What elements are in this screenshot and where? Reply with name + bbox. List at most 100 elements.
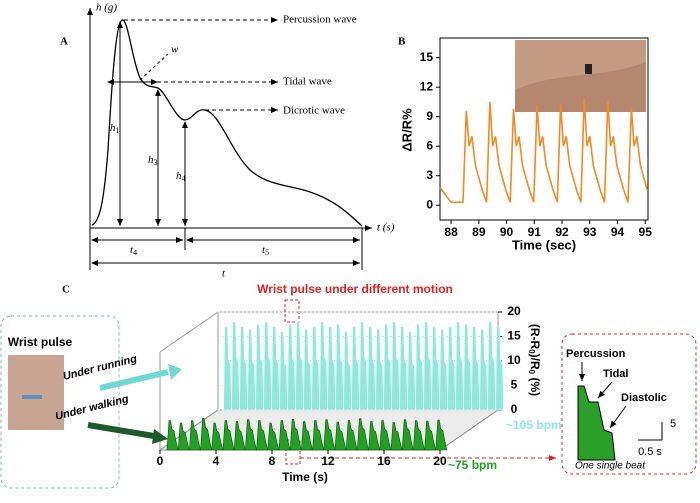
- pulse-beat: [399, 326, 408, 411]
- height-label: h1: [110, 122, 120, 135]
- pulse-beat: [368, 421, 380, 451]
- height-label: h4: [176, 170, 186, 183]
- subscript: 1: [116, 126, 120, 135]
- pulse-beat: [335, 323, 344, 411]
- subscript: 3: [154, 158, 158, 167]
- scale-label: 5: [670, 418, 676, 430]
- pulse-beat: [413, 420, 425, 451]
- label-part: (R-R: [528, 324, 542, 350]
- pulse-beat: [463, 323, 472, 411]
- panel-a: A h (g) t (s) Percussion wave Tidal wave…: [60, 2, 395, 280]
- label-part: 0: [527, 349, 536, 354]
- pulse-beat: [367, 326, 376, 411]
- pulse-beat: [278, 420, 291, 451]
- interval-label: t: [222, 268, 226, 280]
- pulse-beat: [431, 326, 440, 411]
- pulse-beat: [343, 331, 352, 411]
- pulse-beat: [263, 321, 272, 411]
- x-tick-label: 0: [157, 454, 164, 468]
- photo-detail: [515, 62, 646, 112]
- axis-label: t (s): [377, 222, 395, 234]
- pulse-beat: [267, 422, 280, 451]
- panel-c: C Wrist pulse under different motion Wri…: [0, 282, 697, 489]
- x-tick-label: 16: [377, 454, 391, 468]
- pulse-beat: [455, 321, 464, 411]
- pulse-beat: [223, 326, 232, 411]
- pulse-beat: [357, 418, 369, 451]
- x-tick-label: 89: [472, 225, 486, 239]
- pulse-beat: [239, 326, 248, 411]
- y-tick-label: 12: [420, 79, 434, 93]
- x-axis-label: Time (s): [282, 470, 328, 484]
- pulse-beat: [177, 422, 190, 451]
- pulse-beat: [334, 421, 347, 451]
- z-tick-label: 5: [511, 378, 518, 392]
- x-tick-label: 95: [639, 225, 653, 239]
- inset-label: Diastolic: [621, 392, 667, 404]
- z-tick-label: 15: [507, 329, 521, 343]
- pulse-beat: [189, 420, 201, 451]
- pulse-curve: [91, 19, 363, 227]
- photo: [8, 355, 64, 430]
- pulse-beat: [375, 328, 384, 411]
- pulse-beat: [379, 420, 392, 451]
- y-tick-label: 6: [426, 138, 433, 152]
- subscript: 4: [133, 248, 137, 257]
- pulse-beat: [247, 328, 256, 411]
- pulse-beat: [222, 420, 235, 451]
- interval-label: t4: [130, 244, 137, 257]
- pulse-beat: [471, 326, 480, 411]
- y-tick-label: 0: [426, 197, 433, 211]
- pulse-beat: [245, 419, 257, 451]
- bpm-label: ~75 bpm: [448, 458, 497, 472]
- pulse-beat: [351, 326, 360, 411]
- pulse-beat: [256, 420, 268, 451]
- bpm-label: ~105 bpm: [506, 418, 562, 432]
- scale-label: 0.5 s: [638, 446, 662, 458]
- label-part: 0: [527, 370, 536, 375]
- legend-arrow-head: [152, 429, 168, 444]
- x-tick-label: 8: [269, 454, 276, 468]
- pulse-beat: [301, 421, 313, 451]
- wave-label: Tidal wave: [283, 76, 332, 88]
- pulse-beat: [287, 323, 296, 411]
- photo-frame: [0, 315, 120, 489]
- pulse-beat: [447, 326, 456, 411]
- pulse-beat: [323, 419, 336, 451]
- pulse-beat: [391, 321, 400, 411]
- y-tick-label: 15: [420, 50, 434, 64]
- plot-frame: [439, 37, 649, 221]
- pulse-beat: [255, 323, 264, 411]
- callout-box: [284, 299, 300, 323]
- pulse-beat: [435, 419, 448, 451]
- pulse-beat: [231, 321, 240, 411]
- pulse-beat: [383, 323, 392, 411]
- y-tick-label: 3: [426, 168, 433, 182]
- inset-label: Percussion: [566, 348, 626, 360]
- x-tick-label: 88: [444, 225, 458, 239]
- pulse-beat: [495, 326, 504, 411]
- x-tick-label: 92: [555, 225, 569, 239]
- x-tick-label: 4: [213, 454, 220, 468]
- pulse-beat: [401, 419, 414, 451]
- chart-title: Wrist pulse under different motion: [257, 282, 453, 296]
- panel-label: B: [398, 36, 406, 48]
- subscript: 4: [182, 174, 186, 183]
- inset-arrow: [609, 405, 627, 429]
- symbol: t: [262, 244, 266, 256]
- legend-label: Under running: [62, 353, 139, 383]
- pulse-beat: [295, 321, 304, 411]
- width-label: w: [171, 44, 179, 56]
- label-part: (%): [528, 374, 542, 396]
- single-beat: [577, 385, 616, 461]
- x-tick-label: 90: [500, 225, 514, 239]
- pulse-beat: [327, 326, 336, 411]
- edge: [159, 311, 219, 353]
- x-tick-label: 93: [583, 225, 597, 239]
- pulse-beat: [407, 331, 416, 411]
- y-tick-label: 9: [426, 109, 433, 123]
- photo-sensor: [22, 395, 42, 399]
- pulse-beat: [487, 321, 496, 411]
